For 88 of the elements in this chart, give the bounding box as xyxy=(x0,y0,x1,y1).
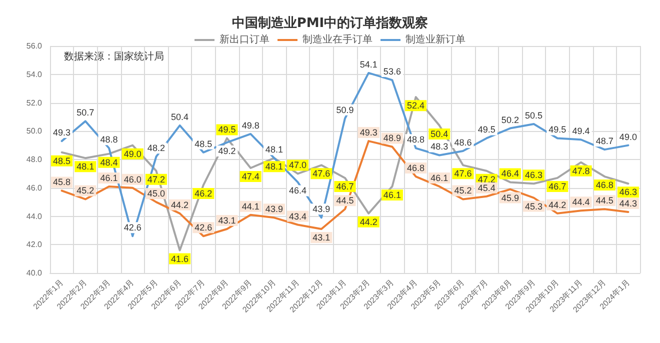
data-label: 46.8 xyxy=(407,163,425,174)
data-label: 49.4 xyxy=(572,126,590,136)
y-tick-label: 54.0 xyxy=(26,70,43,79)
data-label: 48.1 xyxy=(76,162,94,172)
data-label: 45.8 xyxy=(53,177,71,188)
data-label: 48.9 xyxy=(383,133,401,144)
data-label: 45.0 xyxy=(147,188,165,199)
data-label: 44.4 xyxy=(572,197,590,208)
data-label: 49.3 xyxy=(360,128,378,138)
data-label: 48.7 xyxy=(596,136,614,146)
data-label: 54.1 xyxy=(360,59,378,70)
data-label: 50.4 xyxy=(171,112,189,122)
data-label: 48.4 xyxy=(100,157,118,168)
data-label: 49.0 xyxy=(124,148,142,159)
data-label: 47.0 xyxy=(289,160,307,170)
data-label: 49.2 xyxy=(218,146,236,156)
data-label: 44.2 xyxy=(548,200,566,210)
data-label: 46.1 xyxy=(383,190,401,200)
data-label: 50.9 xyxy=(336,104,354,115)
data-label: 48.3 xyxy=(430,142,448,152)
data-label: 48.5 xyxy=(53,156,71,166)
data-label: 45.2 xyxy=(454,186,472,196)
data-label: 44.1 xyxy=(242,201,260,212)
data-label: 50.4 xyxy=(430,128,448,139)
y-tick-label: 50.0 xyxy=(26,126,43,136)
y-tick-label: 52.0 xyxy=(26,98,43,108)
data-label: 44.5 xyxy=(336,196,354,206)
chart-title: 中国制造业PMI中的订单指数观察 xyxy=(232,15,428,31)
data-label: 47.2 xyxy=(478,174,496,184)
data-label: 45.4 xyxy=(478,182,496,193)
data-label: 44.2 xyxy=(360,216,378,227)
data-label: 46.4 xyxy=(501,168,519,179)
data-label: 46.7 xyxy=(336,181,354,192)
data-label: 43.1 xyxy=(218,216,236,226)
data-label: 44.5 xyxy=(596,196,614,206)
legend-label: 新出口订单 xyxy=(220,34,270,46)
data-label: 49.5 xyxy=(548,124,566,135)
data-label: 48.5 xyxy=(194,138,212,149)
data-label: 44.3 xyxy=(619,198,637,208)
y-tick-label: 56.0 xyxy=(26,42,43,50)
data-label: 49.5 xyxy=(478,124,496,135)
data-label: 46.3 xyxy=(619,187,637,198)
data-label: 42.6 xyxy=(194,222,212,233)
data-label: 46.7 xyxy=(548,181,566,192)
y-tick-label: 48.0 xyxy=(26,155,43,164)
data-label: 46.4 xyxy=(289,186,307,196)
y-tick-label: 44.0 xyxy=(26,212,43,221)
data-label: 49.3 xyxy=(53,128,71,138)
legend-label: 制造业新订单 xyxy=(406,34,466,46)
data-label: 43.4 xyxy=(289,211,307,222)
data-label: 50.7 xyxy=(76,108,94,118)
data-label: 46.8 xyxy=(596,180,614,190)
data-label: 48.8 xyxy=(100,134,118,145)
data-label: 42.6 xyxy=(124,222,142,233)
data-label: 46.1 xyxy=(100,172,118,183)
data-label: 48.6 xyxy=(454,137,472,148)
data-label: 47.6 xyxy=(454,168,472,179)
data-label: 49.0 xyxy=(619,132,637,142)
data-label: 46.1 xyxy=(430,172,448,183)
data-label: 48.1 xyxy=(265,162,283,172)
data-label: 44.2 xyxy=(171,200,189,210)
data-label: 50.5 xyxy=(525,110,543,121)
data-label: 49.5 xyxy=(218,124,236,135)
data-label: 45.2 xyxy=(76,186,94,196)
data-label: 43.1 xyxy=(312,232,330,243)
data-label: 48.1 xyxy=(265,144,283,155)
data-label: 48.8 xyxy=(407,134,425,145)
y-tick-label: 46.0 xyxy=(26,183,43,192)
data-label: 48.2 xyxy=(147,143,165,154)
data-label: 45.3 xyxy=(525,201,543,212)
data-label: 47.6 xyxy=(312,168,330,179)
data-label: 47.4 xyxy=(242,172,260,182)
data-label: 46.3 xyxy=(525,170,543,180)
data-label: 46.2 xyxy=(194,188,212,199)
data-label: 41.6 xyxy=(171,254,189,264)
y-tick-label: 42.0 xyxy=(26,240,43,250)
data-label: 52.4 xyxy=(407,100,425,111)
data-label: 53.6 xyxy=(383,66,401,77)
data-label: 46.0 xyxy=(124,174,142,184)
data-label: 47.2 xyxy=(147,174,165,184)
data-label: 50.2 xyxy=(501,114,519,125)
data-label: 49.8 xyxy=(242,120,260,130)
legend-label: 制造业在手订单 xyxy=(302,34,372,46)
data-label: 47.8 xyxy=(572,166,590,176)
data-label: 43.9 xyxy=(312,204,330,214)
y-tick-label: 40.0 xyxy=(26,268,43,278)
data-label: 43.9 xyxy=(265,204,283,214)
data-label: 45.9 xyxy=(501,192,519,203)
